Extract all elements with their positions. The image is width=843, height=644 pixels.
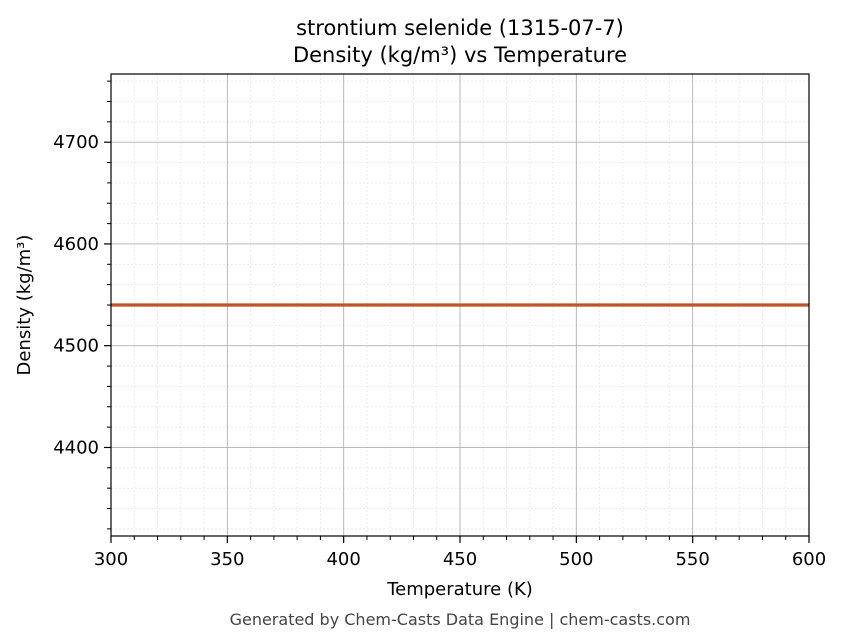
x-tick-label: 500: [559, 549, 593, 570]
y-tick-label: 4400: [53, 437, 99, 458]
x-tick-label: 550: [675, 549, 709, 570]
y-tick-label: 4600: [53, 234, 99, 255]
x-tick-label: 350: [210, 549, 244, 570]
x-tick-label: 600: [792, 549, 826, 570]
y-axis-ticks: 4400 4500 4600 4700: [53, 80, 111, 530]
x-tick-label: 450: [443, 549, 477, 570]
x-axis-label: Temperature (K): [386, 579, 533, 600]
x-tick-label: 400: [326, 549, 360, 570]
y-tick-label: 4700: [53, 132, 99, 153]
y-tick-label: 4500: [53, 336, 99, 357]
x-tick-label: 300: [94, 549, 128, 570]
x-axis-ticks: 300 350 400 450 500 550 600: [94, 536, 826, 570]
y-axis-label: Density (kg/m³): [14, 235, 35, 376]
chart-title: strontium selenide (1315-07-7): [296, 16, 624, 40]
footer-credit: Generated by Chem-Casts Data Engine | ch…: [230, 610, 691, 629]
chart-subtitle: Density (kg/m³) vs Temperature: [293, 43, 627, 67]
